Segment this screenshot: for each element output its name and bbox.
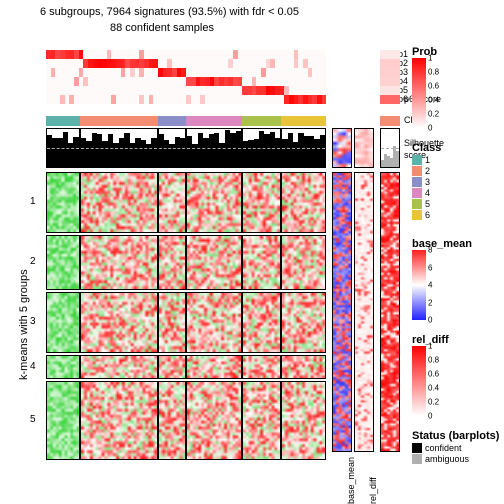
p-row	[46, 50, 326, 59]
legend-rel_diff: rel_diff10.80.60.40.20	[412, 334, 449, 416]
heatmap-panel	[46, 172, 80, 233]
km-label: 1	[30, 196, 36, 207]
class-cell	[281, 116, 326, 126]
class-cell	[158, 116, 186, 126]
class-strip	[46, 116, 326, 126]
side-p-cell	[380, 59, 400, 68]
heatmap-panel	[158, 381, 186, 460]
p-row	[46, 68, 326, 77]
p-row	[46, 77, 326, 86]
heatmap-panel	[281, 292, 326, 353]
heatmap-panel	[46, 235, 80, 290]
heatmap-panel	[186, 355, 242, 379]
silhouette-box	[242, 128, 281, 168]
km-label: 3	[30, 316, 36, 327]
heatmap-panel	[186, 292, 242, 353]
heatmap-panel	[80, 172, 158, 233]
heatmap-panel	[281, 235, 326, 290]
legend-status: Status (barplots)confidentambiguous	[412, 430, 499, 465]
silhouette-box	[80, 128, 158, 168]
legend-class: Class123456	[412, 142, 441, 221]
silhouette-box	[186, 128, 242, 168]
p-row	[46, 59, 326, 68]
side-class-cell	[380, 116, 400, 126]
heatmap-panel	[281, 355, 326, 379]
heatmap-panel	[46, 381, 80, 460]
class-cell	[80, 116, 158, 126]
heatmap-panel	[80, 235, 158, 290]
legend-Prob: Prob10.80.60.40.20	[412, 46, 437, 128]
heatmap-panel	[281, 172, 326, 233]
heatmap-panel	[158, 172, 186, 233]
class-cell	[242, 116, 281, 126]
km-label: 4	[30, 361, 36, 372]
heatmap-panel	[158, 355, 186, 379]
legend-base_mean: base_mean86420	[412, 238, 472, 320]
class-cell	[46, 116, 80, 126]
y-axis-label: k-means with 5 groups	[18, 269, 30, 380]
side-p-cell	[380, 50, 400, 59]
side-upper-strip	[332, 128, 352, 168]
p-row	[46, 86, 326, 95]
sub-title: 88 confident samples	[110, 22, 214, 34]
p-row	[46, 95, 326, 104]
side-p-cell	[380, 77, 400, 86]
silhouette-box	[281, 128, 326, 168]
side-strip	[332, 172, 352, 452]
side-p-cell	[380, 95, 400, 104]
side-x-label: rel_diff	[368, 477, 378, 504]
side-upper-strip	[354, 128, 374, 168]
heatmap-panel	[186, 235, 242, 290]
heatmap-panel	[242, 381, 281, 460]
side-sil-box	[380, 128, 400, 168]
heatmap-panel	[158, 292, 186, 353]
heatmap-panel	[46, 355, 80, 379]
km-label: 2	[30, 256, 36, 267]
heatmap-panel	[46, 292, 80, 353]
side-strip	[380, 172, 400, 452]
heatmap-panel	[242, 355, 281, 379]
heatmap-panel	[281, 381, 326, 460]
silhouette-box	[46, 128, 80, 168]
class-cell	[186, 116, 242, 126]
main-title: 6 subgroups, 7964 signatures (93.5%) wit…	[40, 6, 299, 18]
side-strip	[354, 172, 374, 452]
side-p-cell	[380, 68, 400, 77]
heatmap-panel	[242, 172, 281, 233]
heatmap-panel	[80, 292, 158, 353]
silhouette-box	[158, 128, 186, 168]
side-p-cell	[380, 86, 400, 95]
heatmap-panel	[158, 235, 186, 290]
heatmap-panel	[242, 235, 281, 290]
heatmap-panel	[186, 172, 242, 233]
km-label: 5	[30, 414, 36, 425]
heatmap-panel	[80, 381, 158, 460]
heatmap-panel	[242, 292, 281, 353]
side-x-label: base_mean	[346, 457, 356, 504]
heatmap-panel	[80, 355, 158, 379]
heatmap-panel	[186, 381, 242, 460]
